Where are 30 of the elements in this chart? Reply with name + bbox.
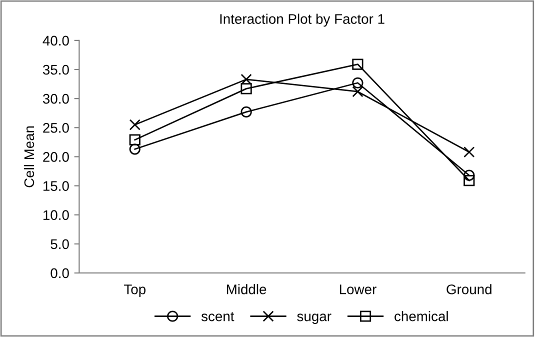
point [240,83,252,94]
point [464,170,475,181]
legend-label: chemical [394,311,448,322]
point [240,74,252,85]
x-tick-label: Lower [340,284,376,294]
y-tick-label: 5.0 [50,239,69,250]
y-tick-label: 10.0 [43,210,69,220]
y-axis-title: Cell Mean [24,126,34,188]
point [352,58,364,70]
y-tick-label: 20.0 [43,152,69,162]
point [464,174,475,186]
y-tick-label: 15.0 [43,181,69,191]
legend-label: sugar [297,314,332,324]
x-tick-label: Ground [446,284,492,294]
x-tick-label: Middle [226,284,266,294]
legend-label: scent [201,312,234,322]
point [129,144,140,155]
point [129,119,140,130]
y-tick-label: 40.0 [42,36,69,46]
y-tick-label: 35.0 [42,64,69,75]
point [240,106,252,118]
point [464,146,475,158]
x-tick-label: Top [124,284,146,298]
y-tick-label: 25.0 [43,122,69,133]
y-tick-label: 0.0 [50,268,69,278]
point [129,134,140,146]
y-tick-label: 30.0 [42,94,69,104]
point [352,77,364,88]
point [352,86,364,98]
chart-title: Interaction Plot by Factor 1 [220,14,384,27]
